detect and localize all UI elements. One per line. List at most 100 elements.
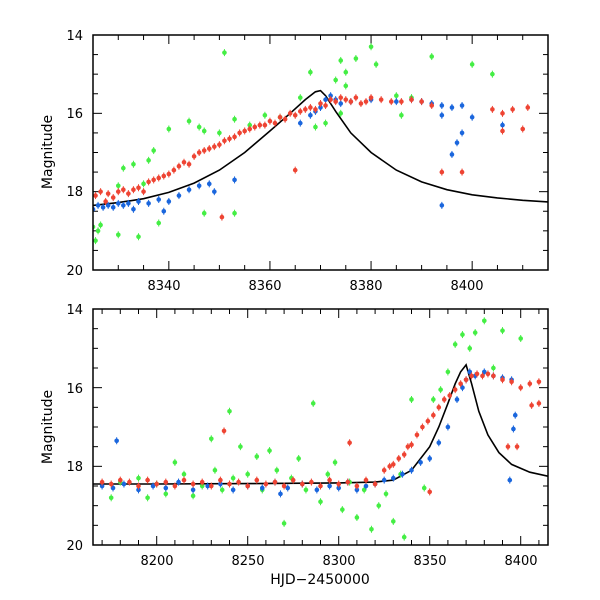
data-point	[460, 385, 465, 390]
data-point	[181, 477, 187, 483]
data-point	[449, 152, 455, 157]
data-point	[199, 483, 205, 489]
data-point	[262, 112, 268, 118]
data-point	[354, 515, 360, 520]
data-point	[482, 369, 487, 375]
data-point	[427, 456, 433, 461]
data-point	[285, 485, 291, 491]
data-point	[338, 58, 344, 63]
data-point	[313, 124, 318, 130]
data-point	[98, 189, 103, 194]
data-point	[172, 483, 178, 489]
data-point	[272, 120, 278, 126]
data-point	[190, 481, 196, 487]
data-point	[136, 234, 141, 240]
data-point	[267, 118, 273, 124]
data-point	[512, 412, 518, 418]
bottom-model-curve-group	[93, 363, 548, 485]
x-tick-label: 8300	[322, 554, 355, 569]
data-point	[232, 210, 237, 216]
data-point	[431, 397, 436, 402]
data-point	[136, 185, 141, 191]
data-point	[469, 114, 475, 120]
data-point	[353, 56, 359, 61]
data-point	[161, 208, 167, 214]
data-point	[527, 381, 533, 387]
data-point	[338, 95, 344, 100]
data-point	[427, 489, 433, 495]
data-point	[381, 467, 387, 473]
data-point	[156, 220, 162, 226]
data-point	[252, 124, 258, 130]
y-tick-label: 16	[66, 107, 83, 122]
data-point	[418, 460, 423, 465]
data-point	[536, 401, 542, 406]
y-axis-label: Magnitude	[40, 390, 56, 464]
data-point	[363, 477, 369, 483]
data-point	[146, 179, 151, 185]
data-point	[136, 487, 141, 493]
data-point	[108, 495, 114, 501]
data-point	[186, 187, 192, 193]
data-point	[154, 481, 159, 487]
data-point	[336, 485, 342, 491]
data-point	[150, 483, 156, 489]
data-point	[219, 214, 225, 220]
data-point	[338, 101, 344, 106]
data-point	[131, 187, 136, 193]
data-point	[186, 118, 192, 124]
data-point	[209, 483, 214, 489]
data-point	[368, 44, 374, 50]
data-point	[343, 69, 349, 75]
data-point	[237, 130, 242, 136]
data-point	[191, 154, 197, 159]
data-point	[439, 103, 445, 108]
top-model-curve-group	[93, 89, 548, 207]
data-point	[361, 487, 367, 493]
data-point	[439, 112, 445, 118]
data-point	[373, 62, 379, 67]
data-point	[161, 173, 167, 179]
data-point	[209, 436, 214, 442]
data-point	[500, 122, 505, 128]
data-point	[318, 499, 323, 505]
data-point	[245, 471, 250, 477]
data-point	[131, 206, 136, 212]
model-curve	[93, 363, 548, 485]
data-point	[391, 519, 396, 524]
data-point	[514, 444, 520, 449]
data-point	[310, 401, 316, 406]
data-point	[126, 191, 131, 196]
data-point	[93, 238, 98, 243]
data-point	[436, 440, 442, 446]
data-point	[232, 177, 237, 183]
data-point	[328, 97, 333, 102]
data-point	[308, 112, 313, 118]
data-point	[176, 163, 182, 169]
data-point	[238, 444, 243, 449]
data-point	[227, 481, 232, 487]
data-point	[343, 97, 349, 102]
data-point	[171, 167, 177, 173]
data-point	[105, 203, 111, 208]
data-point	[419, 99, 424, 104]
data-point	[447, 393, 453, 398]
data-point	[176, 479, 181, 485]
data-point	[409, 467, 414, 473]
data-point	[500, 377, 505, 383]
data-point	[121, 165, 126, 171]
data-point	[232, 134, 237, 140]
data-point	[127, 479, 132, 485]
data-point	[136, 475, 141, 481]
data-point	[110, 195, 116, 200]
data-point	[469, 373, 474, 379]
data-point	[314, 487, 320, 493]
data-point	[439, 203, 445, 208]
data-point	[399, 112, 404, 118]
x-tick-label: 8340	[147, 279, 180, 294]
data-point	[353, 95, 359, 100]
data-point	[201, 210, 207, 216]
data-point	[206, 181, 212, 187]
model-curve	[93, 89, 548, 207]
